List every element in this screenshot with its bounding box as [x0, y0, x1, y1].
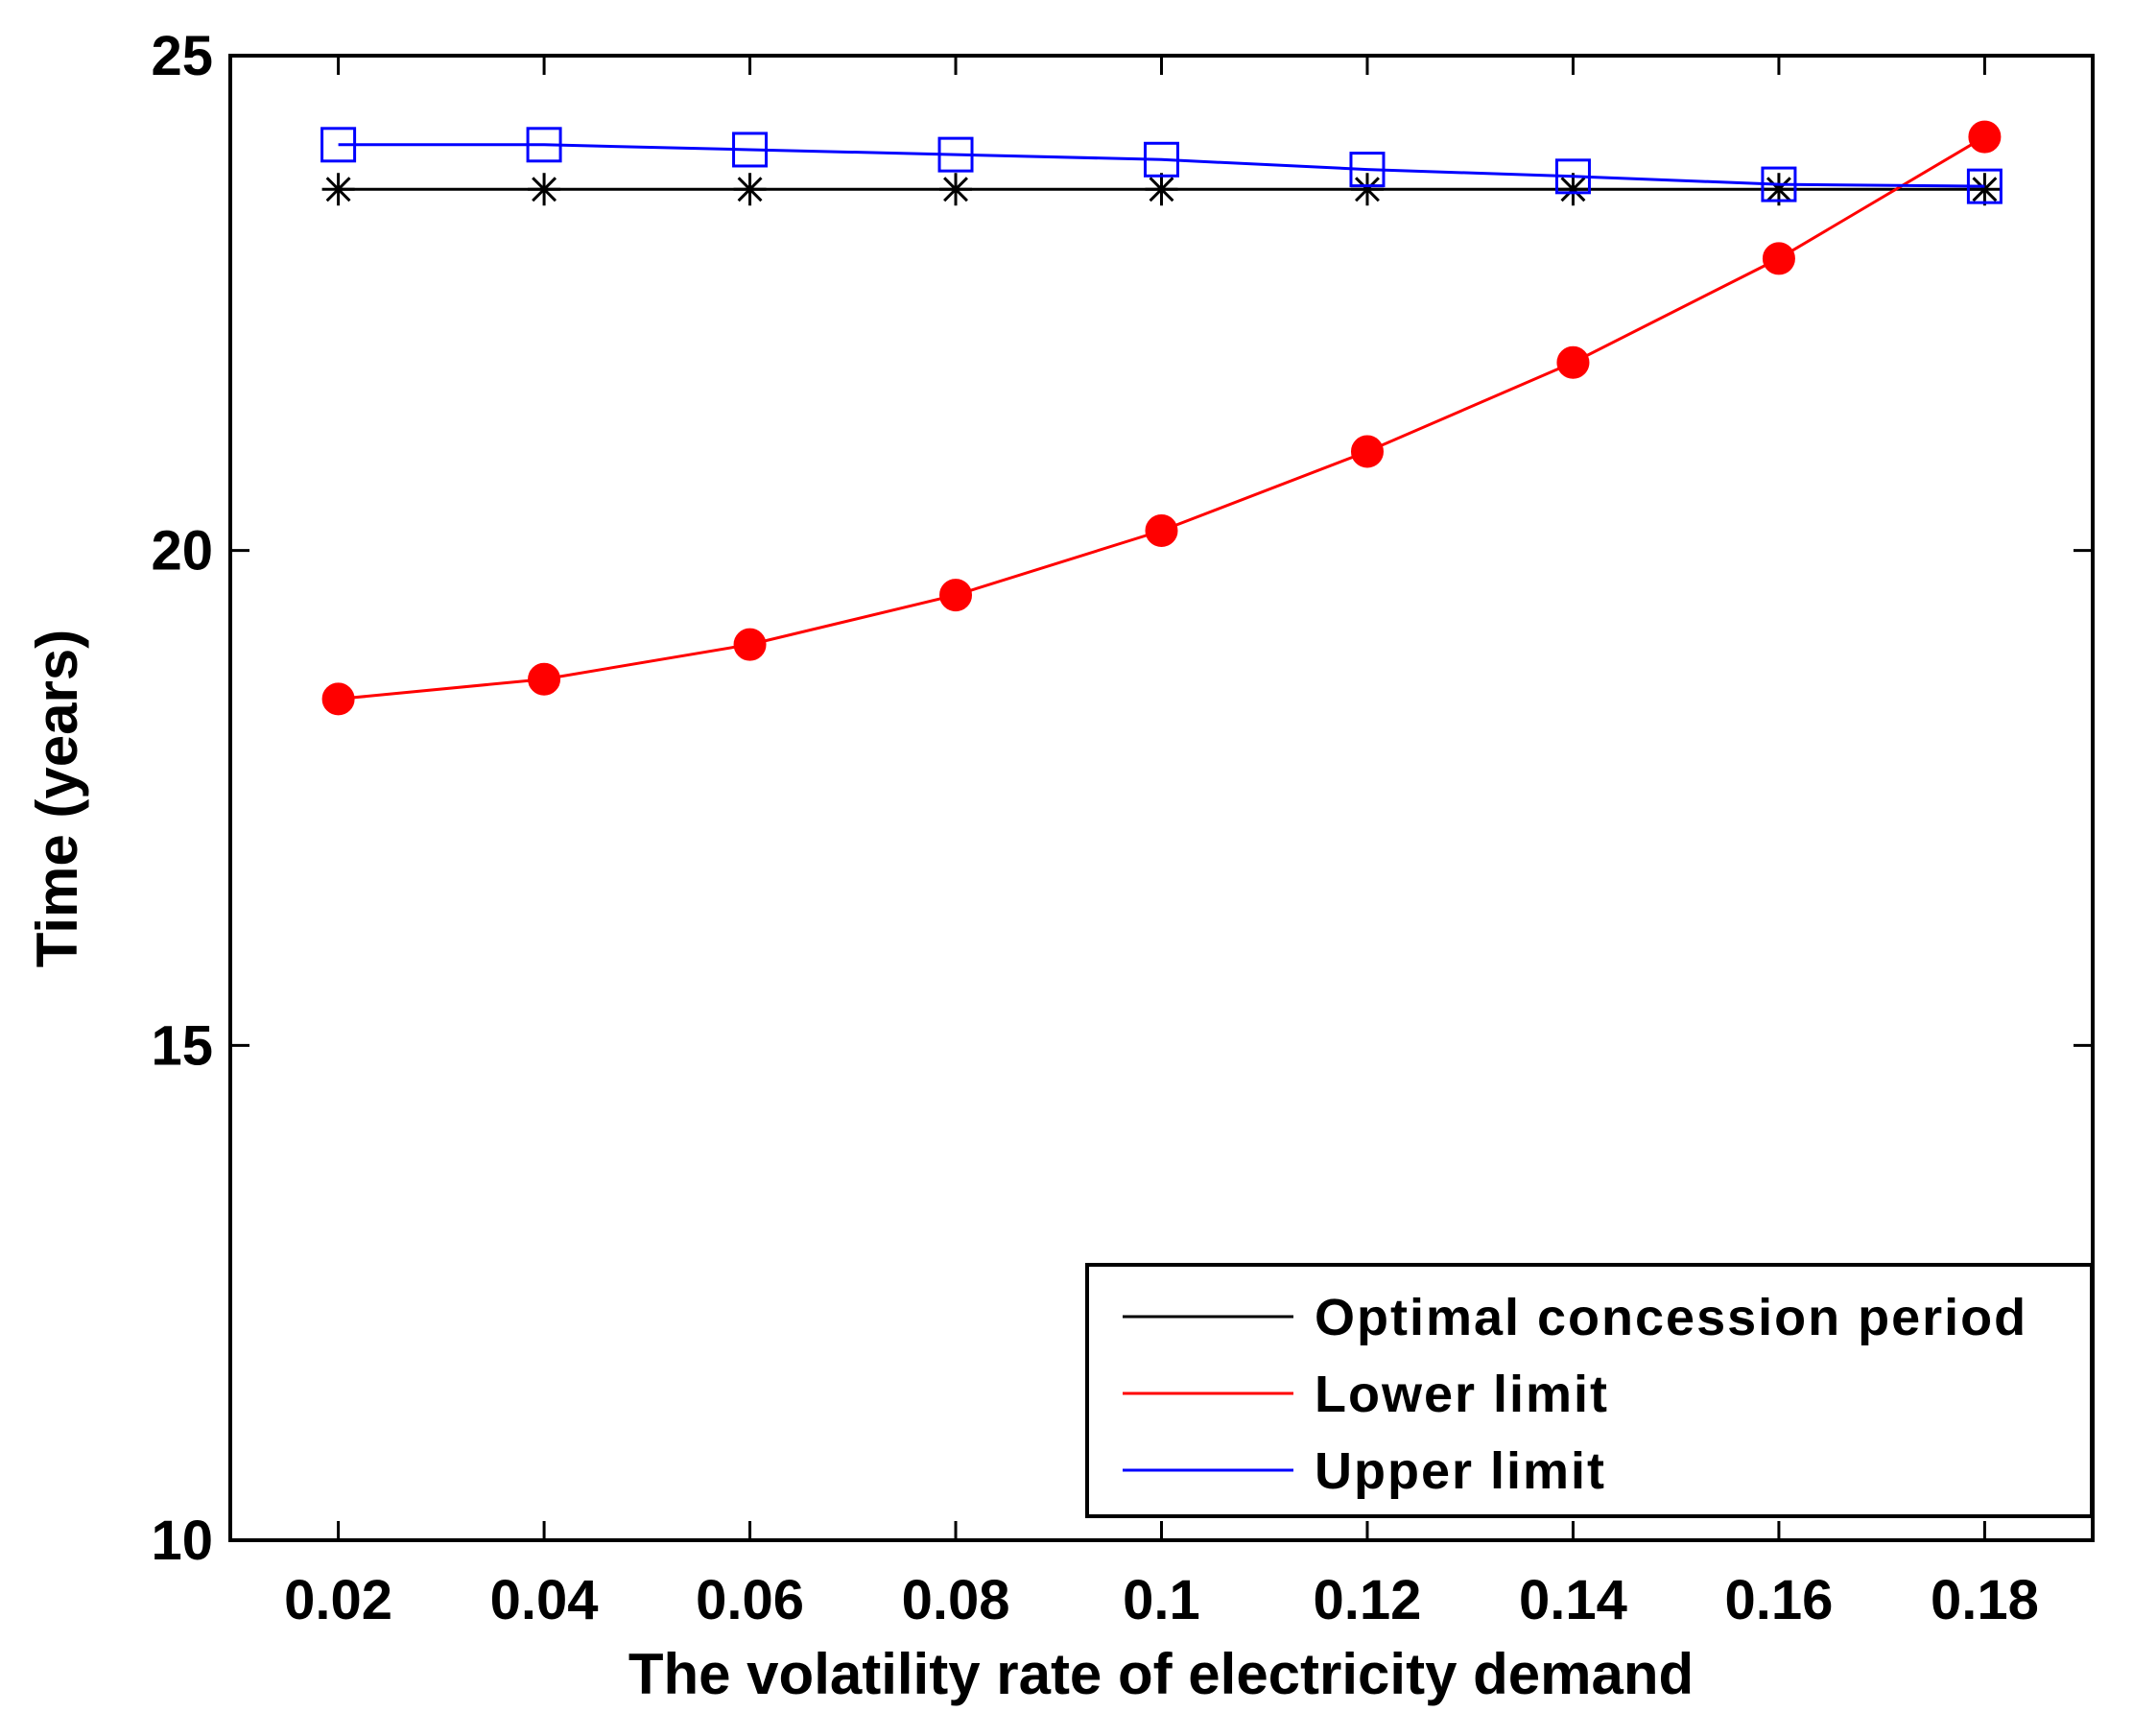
lower-point-marker [1968, 120, 2002, 154]
lower-point-marker [1762, 242, 1795, 275]
optimal-point-marker [939, 173, 973, 206]
lower-point-marker [733, 628, 767, 661]
optimal-point-marker [1145, 173, 1178, 206]
x-tick-label: 0.04 [490, 1569, 599, 1631]
legend-label-lower: Lower limit [1315, 1366, 1609, 1423]
legend: Optimal concession period Lower limit Up… [1085, 1263, 2094, 1518]
upper-point-marker [320, 127, 357, 163]
upper-point-marker [1554, 158, 1591, 195]
x-tick-label: 0.1 [1123, 1569, 1200, 1631]
optimal-point-marker [528, 173, 561, 206]
optimal-point-marker [1556, 173, 1590, 206]
optimal-point-marker [1762, 173, 1795, 206]
optimal-point-marker [321, 173, 355, 206]
lower-point-marker [1350, 435, 1384, 468]
y-tick-label: 10 [151, 1510, 213, 1572]
y-axis-title: Time (years) [25, 630, 89, 967]
x-tick-label: 0.16 [1724, 1569, 1833, 1631]
legend-label-upper: Upper limit [1315, 1442, 1606, 1500]
upper-point-marker [732, 131, 769, 168]
upper-point-marker [1349, 152, 1386, 188]
y-tick-label: 20 [151, 520, 213, 583]
upper-point-marker [937, 136, 974, 173]
lower-point-marker [528, 662, 561, 696]
x-tick-label: 0.18 [1931, 1569, 2039, 1631]
x-axis-title: The volatility rate of electricity deman… [628, 1642, 1694, 1706]
y-tick-label: 15 [151, 1014, 213, 1077]
lower-point-marker [939, 579, 973, 612]
x-tick-label: 0.06 [696, 1569, 804, 1631]
upper-point-marker [1966, 168, 2003, 204]
legend-label-optimal: Optimal concession period [1315, 1289, 2027, 1346]
upper-point-marker [1144, 141, 1179, 178]
x-tick-label: 0.12 [1314, 1569, 1422, 1631]
x-tick-label: 0.02 [284, 1569, 392, 1631]
optimal-point-marker [1968, 173, 2002, 206]
upper-series-line [338, 143, 1985, 188]
upper-point-marker [526, 127, 562, 163]
x-tick-label: 0.08 [902, 1569, 1010, 1631]
lower-point-marker [1556, 345, 1590, 379]
lower-point-marker [1145, 514, 1178, 548]
legend-box [1085, 1263, 2094, 1518]
series-layer [320, 120, 2003, 716]
x-tick-label: 0.14 [1519, 1569, 1627, 1631]
y-tick-label: 25 [151, 25, 213, 87]
ticks-layer: 0.02 0.04 0.06 0.08 0.1 0.12 0.14 0.16 0.18 10 15 2… [151, 25, 2093, 1631]
optimal-point-marker [1350, 173, 1384, 206]
upper-point-marker [1761, 166, 1797, 202]
optimal-point-marker [733, 173, 767, 206]
lower-point-marker [321, 682, 355, 716]
